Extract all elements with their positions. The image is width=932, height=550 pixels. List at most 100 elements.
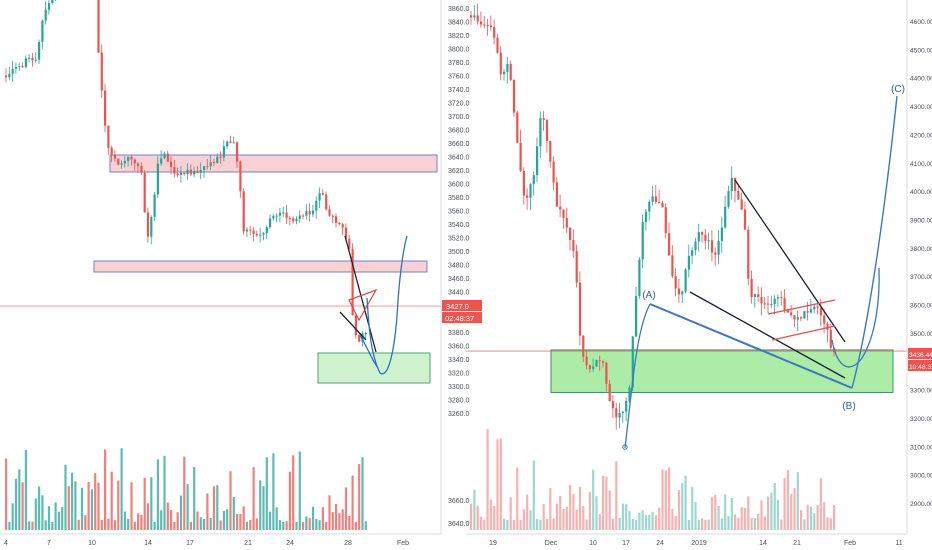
right-volume-tick-label: 2900.00 xyxy=(910,501,932,508)
candle-body xyxy=(608,383,611,402)
candle-body xyxy=(305,211,308,216)
volume-bar xyxy=(344,487,348,530)
candle-body xyxy=(212,162,216,164)
candle-body xyxy=(18,66,21,68)
candle-body xyxy=(536,146,539,176)
volume-bar xyxy=(800,510,803,530)
candle-body xyxy=(753,294,756,297)
candle-body xyxy=(803,311,806,319)
left-y-tick-label: 3580.0 xyxy=(448,195,470,202)
candle-body xyxy=(8,73,11,78)
volume-bar xyxy=(727,515,730,530)
volume-bar xyxy=(615,461,618,530)
wave-path-a xyxy=(624,303,651,449)
volume-bar xyxy=(14,478,18,530)
candle-body xyxy=(674,276,677,289)
volume-bar xyxy=(658,507,661,530)
candle-body xyxy=(697,232,700,242)
right-timer-badge: 10:48:37 xyxy=(909,364,932,371)
right-y-tick-label: 4600.00 xyxy=(910,19,932,26)
left-y-tick-label: 3700.0 xyxy=(448,114,470,121)
volume-bar xyxy=(486,429,489,530)
volume-bar xyxy=(133,521,136,530)
volume-bar xyxy=(644,514,648,530)
candle-body xyxy=(348,238,351,249)
candle-body xyxy=(259,234,262,236)
volume-bar xyxy=(575,509,578,530)
candle-body xyxy=(272,215,275,219)
volume-bar xyxy=(545,519,549,530)
volume-bar xyxy=(635,519,638,530)
candle-body xyxy=(710,240,714,253)
candle-body xyxy=(470,15,473,18)
candle-body xyxy=(361,333,364,342)
volume-bar xyxy=(166,502,169,530)
volume-bar xyxy=(11,503,14,530)
candle-body xyxy=(354,314,357,336)
candle-body xyxy=(245,229,249,232)
volume-bar xyxy=(473,489,476,530)
candle-body xyxy=(806,311,809,313)
left-y-tick-label: 3620.0 xyxy=(448,168,470,175)
candle-body xyxy=(783,297,786,310)
volume-bar xyxy=(770,492,773,530)
volume-bar xyxy=(311,506,315,530)
candle-body xyxy=(522,170,525,196)
volume-bar xyxy=(483,519,486,530)
candle-body xyxy=(516,112,519,143)
candle-body xyxy=(160,158,163,164)
volume-bar xyxy=(305,516,308,530)
right-y-tick-label: 3300.00 xyxy=(910,388,932,395)
left-x-tick-label: 14 xyxy=(144,540,152,547)
volume-bar xyxy=(71,472,74,530)
volume-bar xyxy=(31,521,34,530)
right-y-tick-label: 4000.00 xyxy=(910,189,932,196)
right-y-tick-label: 3800.00 xyxy=(910,246,932,253)
left-volume-tick-label: 3640.0 xyxy=(448,521,470,528)
candle-body xyxy=(31,57,34,61)
volume-bar xyxy=(503,518,506,530)
volume-bar xyxy=(259,480,262,530)
candle-body xyxy=(44,9,47,21)
volume-bar xyxy=(212,486,216,530)
candle-body xyxy=(183,172,186,175)
volume-bar xyxy=(170,509,173,530)
candle-body xyxy=(338,222,341,225)
volume-bar xyxy=(631,518,634,530)
candle-body xyxy=(578,282,582,336)
candle-body xyxy=(341,224,344,228)
candle-body xyxy=(308,211,311,215)
candle-body xyxy=(120,163,123,165)
volume-bar xyxy=(318,520,321,530)
volume-bar xyxy=(783,478,786,530)
left-x-tick-label: 4 xyxy=(4,540,8,547)
candle-body xyxy=(110,147,113,155)
candle-body xyxy=(638,259,641,297)
volume-bar xyxy=(285,521,288,530)
volume-bar xyxy=(829,518,832,530)
candle-body xyxy=(671,255,674,277)
candle-body xyxy=(780,297,783,299)
volume-bar xyxy=(519,519,522,530)
volume-bar xyxy=(252,467,255,530)
candle-body xyxy=(542,118,545,120)
candle-body xyxy=(575,250,578,283)
demand-zone xyxy=(550,349,894,393)
volume-bar xyxy=(292,455,295,530)
right-timer-badge-bg xyxy=(908,360,932,371)
left-price-badge-bg xyxy=(442,300,482,311)
right-x-tick-label: 10 xyxy=(589,540,597,547)
candle-body xyxy=(786,309,789,313)
candle-body xyxy=(813,306,816,310)
candle-body xyxy=(97,0,100,53)
volume-bar xyxy=(539,519,542,530)
projection-path xyxy=(831,267,880,368)
volume-bar xyxy=(47,506,51,530)
volume-bar xyxy=(123,511,126,530)
trendline-upper xyxy=(734,179,846,343)
candle-body xyxy=(156,163,159,195)
volume-bar xyxy=(509,497,512,530)
volume-bar xyxy=(321,507,324,530)
candle-body xyxy=(684,269,687,292)
volume-bar xyxy=(714,494,717,530)
